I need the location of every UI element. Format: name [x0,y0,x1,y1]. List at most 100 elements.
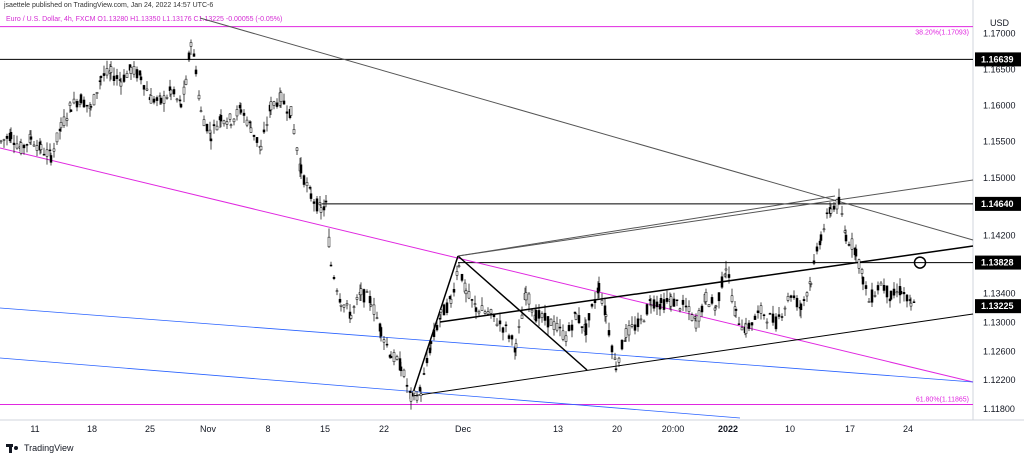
candle-body [777,314,781,317]
candle [125,70,129,78]
candle-body [345,303,349,306]
candle-body [265,124,269,126]
candle-body [252,134,256,137]
candle [205,123,209,134]
candle [543,304,547,326]
candle [737,316,741,325]
candle [62,109,66,128]
candle [335,288,339,296]
candle [365,289,369,293]
candle [222,119,226,127]
candle [819,231,823,243]
candle [593,291,597,309]
candle-body [613,357,617,360]
candle-body [225,121,229,125]
candle-body [42,153,46,156]
candle [225,117,229,129]
tradingview-logo[interactable]: TradingView [6,443,74,453]
candle-body [172,89,176,95]
candle [524,285,528,306]
price-tick-label: 1.13000 [983,317,1016,327]
candle [269,96,273,115]
candle [520,306,524,319]
candle [199,106,203,113]
target-circle[interactable] [913,256,927,269]
candle-body [514,343,518,349]
candle [327,228,331,248]
candle-body [495,323,499,326]
candle [32,141,36,147]
candle-body [774,316,778,330]
candle [555,316,559,333]
candle-body [614,368,618,371]
time-tick-label: 11 [30,424,39,434]
price-badge[interactable]: 1.13225 [975,299,1021,314]
price-badge[interactable]: 1.16639 [975,52,1021,67]
candle [295,147,299,155]
candle [272,100,276,110]
candle-body [870,289,874,303]
candle [12,134,16,154]
candle [45,142,49,165]
candle-body [115,75,119,80]
candle [72,91,76,105]
candle-body [139,76,143,81]
candle-body [854,248,858,257]
candle [342,304,346,313]
price-badge-label: 1.13225 [981,301,1014,311]
candle [909,297,913,311]
candle [172,86,176,97]
candle-body [474,307,478,312]
candle [375,311,379,320]
candle-body [762,314,766,316]
candle-body [79,94,83,104]
candle [759,302,763,320]
price-badge[interactable]: 1.14640 [975,196,1021,211]
candle [187,50,191,63]
candle [135,66,139,82]
candle [355,294,359,306]
candle-body [552,321,556,330]
candle-body [765,321,769,324]
candle-body [112,75,116,81]
candle-body [740,327,744,331]
candle [659,294,663,310]
candle [228,113,232,123]
candle [275,98,279,109]
candle [802,296,806,307]
candle [885,285,889,304]
candle [59,117,63,132]
candle [145,81,149,92]
candle [69,109,73,112]
blue-trendline-lower [0,357,741,419]
candle [694,313,698,332]
candle-body [439,309,443,313]
candle [85,104,89,113]
candle-body [369,304,373,307]
price-tick-label: 1.16000 [983,101,1016,111]
time-tick-label: 20 [612,424,622,434]
candle [570,319,574,338]
candle-body [822,228,826,231]
candle-body [329,264,333,267]
channel-top-line [457,195,836,257]
candle-body [520,314,524,319]
time-tick-label: Dec [455,424,472,434]
candle-body [25,144,29,146]
candle [540,311,544,323]
candle [675,299,679,307]
candle-body [289,106,293,116]
price-badge[interactable]: 1.13828 [975,255,1021,270]
price-tick-label: 1.15000 [983,173,1016,183]
candle-body [365,291,369,293]
candle [600,293,604,306]
candle [349,314,353,320]
candle-body [372,304,376,315]
candle-body [864,285,868,289]
price-tick-label: 1.11800 [983,404,1015,414]
candle-body [405,384,409,387]
candle [29,130,33,146]
candle [395,354,399,361]
candle-body [876,285,880,291]
